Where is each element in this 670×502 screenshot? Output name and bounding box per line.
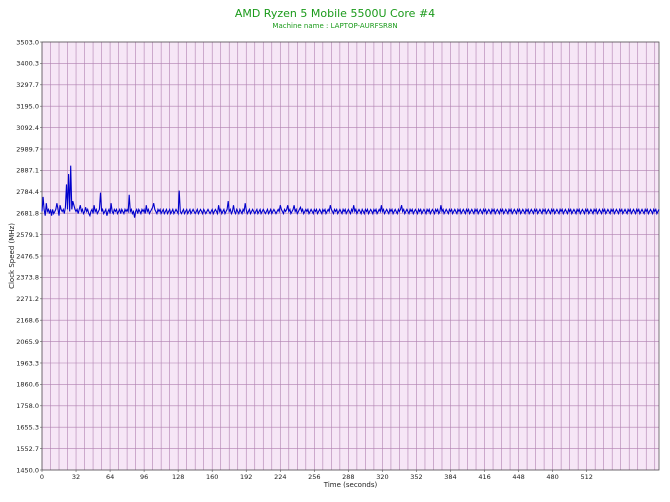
y-tick-label: 3400.3	[16, 60, 39, 68]
x-tick-label: 64	[106, 473, 114, 481]
x-tick-label: 384	[444, 473, 456, 481]
y-tick-label: 3092.4	[16, 124, 39, 132]
x-tick-label: 192	[240, 473, 252, 481]
chart-title: AMD Ryzen 5 Mobile 5500U Core #4	[234, 7, 436, 20]
y-tick-label: 3297.7	[16, 81, 39, 89]
x-tick-label: 224	[274, 473, 286, 481]
y-tick-label: 2887.1	[16, 167, 39, 175]
y-tick-label: 1963.3	[16, 359, 39, 367]
y-tick-label: 3195.0	[16, 103, 39, 111]
y-tick-label: 1655.3	[16, 424, 39, 432]
x-tick-label: 128	[172, 473, 184, 481]
x-tick-label: 448	[512, 473, 524, 481]
x-tick-label: 512	[580, 473, 592, 481]
x-tick-label: 96	[140, 473, 148, 481]
chart-subtitle: Machine name : LAPTOP-AURFSR8N	[272, 22, 398, 30]
y-tick-label: 1758.0	[16, 402, 39, 410]
y-tick-label: 2168.6	[16, 316, 39, 324]
x-tick-label: 256	[308, 473, 320, 481]
y-tick-label: 2271.2	[16, 295, 39, 303]
y-tick-label: 2989.7	[16, 145, 39, 153]
y-tick-label: 2784.4	[16, 188, 39, 196]
y-tick-label: 2373.8	[16, 274, 39, 282]
x-axis-label: Time (seconds)	[323, 481, 378, 489]
x-tick-label: 416	[478, 473, 490, 481]
x-tick-label: 288	[342, 473, 354, 481]
x-tick-label: 480	[546, 473, 558, 481]
y-tick-label: 1860.6	[16, 381, 39, 389]
y-tick-label: 1552.7	[16, 445, 39, 453]
y-tick-label: 2065.9	[16, 338, 39, 346]
y-tick-label: 2476.5	[16, 252, 39, 260]
x-tick-label: 32	[72, 473, 80, 481]
series-line	[41, 165, 660, 218]
x-tick-label: 160	[206, 473, 218, 481]
x-tick-label: 0	[40, 473, 44, 481]
y-axis-label: Clock Speed (MHz)	[8, 223, 16, 289]
x-tick-label: 352	[410, 473, 422, 481]
y-tick-label: 3503.0	[16, 38, 39, 46]
y-tick-label: 2579.1	[16, 231, 39, 239]
y-tick-label: 1450.0	[16, 466, 39, 474]
x-tick-label: 320	[376, 473, 388, 481]
y-tick-label: 2681.8	[16, 210, 39, 218]
